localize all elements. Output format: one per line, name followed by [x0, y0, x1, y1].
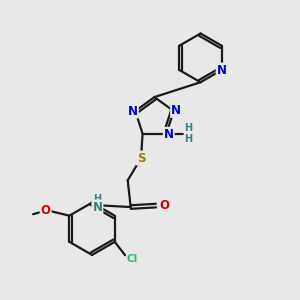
Text: H: H [93, 194, 101, 204]
Text: N: N [92, 201, 102, 214]
Text: O: O [159, 199, 169, 212]
Text: O: O [40, 204, 51, 217]
Text: N: N [128, 105, 138, 118]
Text: N: N [171, 104, 181, 117]
Text: H: H [184, 123, 193, 133]
Text: S: S [137, 152, 145, 164]
Text: H: H [184, 134, 193, 144]
Text: N: N [217, 64, 226, 76]
Text: N: N [164, 128, 174, 141]
Text: Cl: Cl [127, 254, 138, 264]
